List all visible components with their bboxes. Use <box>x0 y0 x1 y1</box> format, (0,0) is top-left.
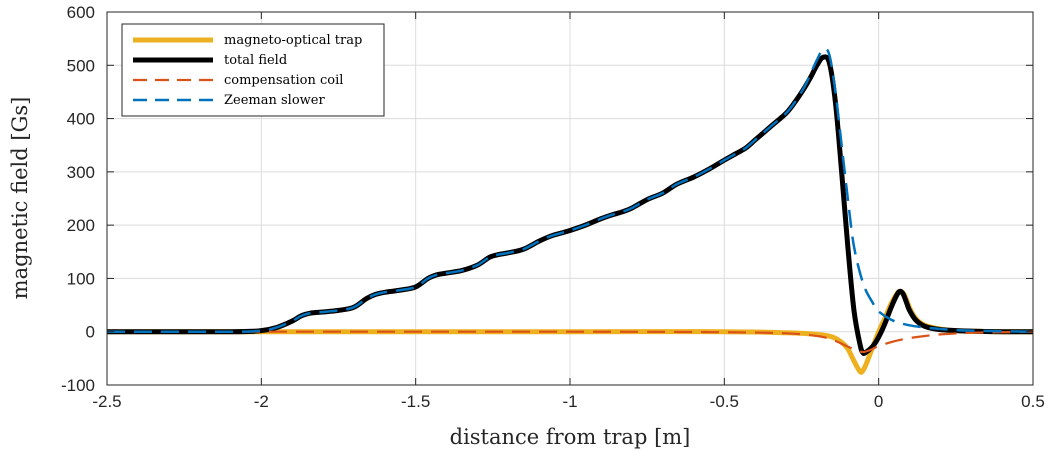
axis-ticks <box>106 11 1034 386</box>
x-tick-labels: -2.5 -2 -1.5 -1 -0.5 0 0.5 <box>92 392 1044 411</box>
y-axis-title: magnetic field [Gs] <box>8 97 32 300</box>
x-tick-label: -2 <box>254 392 269 411</box>
x-tick-label: -2.5 <box>92 392 121 411</box>
series-line-compensation-coil <box>107 330 1033 354</box>
y-tick-labels: -100 0 100 200 300 400 500 600 <box>61 3 95 395</box>
legend-label-magneto-optical-trap: magneto-optical trap <box>224 33 362 48</box>
y-tick-label: 400 <box>67 110 95 129</box>
y-tick-label: 300 <box>67 163 95 182</box>
y-tick-label: 500 <box>67 56 95 75</box>
legend: magneto-optical trap total field compensat… <box>121 23 385 117</box>
y-tick-label: 100 <box>67 269 95 288</box>
y-tick-label: 0 <box>86 323 95 342</box>
x-tick-label: 0.5 <box>1021 392 1045 411</box>
series-layer <box>107 47 1033 375</box>
x-tick-label: -1 <box>562 392 577 411</box>
y-tick-label: 200 <box>67 216 95 235</box>
x-tick-label: -1.5 <box>401 392 430 411</box>
y-tick-label: -100 <box>61 376 95 395</box>
legend-label-zeeman-slower: Zeeman slower <box>224 93 325 108</box>
x-axis-title: distance from trap [m] <box>450 425 691 449</box>
legend-label-compensation-coil: compensation coil <box>224 73 343 88</box>
y-tick-label: 600 <box>67 3 95 22</box>
series-line-zeeman-slower <box>107 47 1033 334</box>
x-tick-label: -0.5 <box>710 392 739 411</box>
legend-label-total-field: total field <box>224 53 287 68</box>
x-tick-label: 0 <box>874 392 883 411</box>
